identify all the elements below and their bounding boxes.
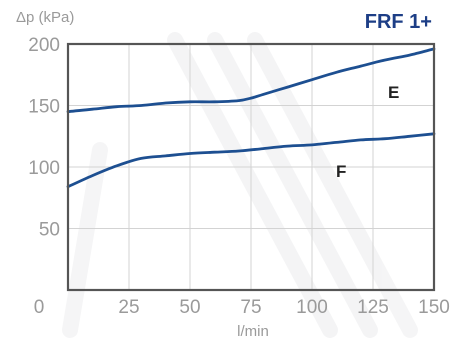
y-axis-label: Δp (kPa): [16, 9, 74, 26]
y-tick-labels: 50 100 150 200: [28, 35, 60, 241]
curves: [66, 47, 436, 189]
plot-frame: [66, 42, 436, 292]
x-tick-label: 25: [118, 297, 139, 318]
x-tick-label: 75: [240, 297, 261, 318]
curve-label-f: F: [336, 162, 346, 181]
x-tick-label: 150: [418, 297, 450, 318]
x-tick-label: 125: [357, 297, 389, 318]
series-line-f: [66, 132, 436, 189]
x-tick-label: 0: [34, 297, 45, 318]
x-tick-labels: 0 25 50 75 100 125 150: [34, 297, 450, 318]
x-axis-label: l/min: [237, 323, 269, 340]
y-tick-label: 50: [39, 220, 60, 241]
series-line-e: [66, 47, 436, 114]
watermark: [62, 32, 418, 338]
y-tick-label: 100: [28, 158, 60, 179]
curve-label-e: E: [388, 83, 399, 102]
y-tick-label: 200: [28, 35, 60, 56]
x-tick-label: 100: [296, 297, 328, 318]
x-tick-label: 50: [179, 297, 200, 318]
y-tick-label: 150: [28, 97, 60, 118]
grid: [68, 44, 434, 290]
chart-title: FRF 1+: [365, 11, 432, 33]
